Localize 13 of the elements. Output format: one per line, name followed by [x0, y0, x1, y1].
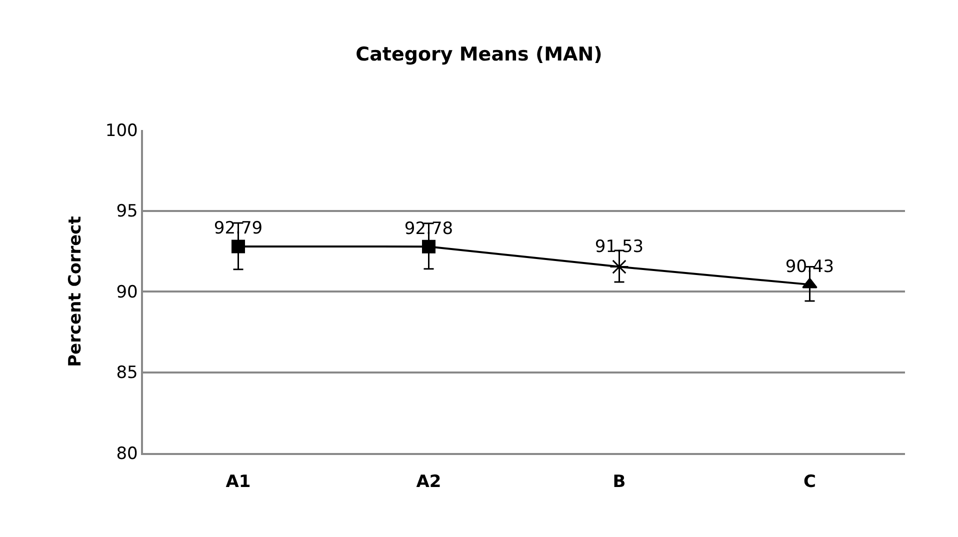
x-tick-label: A1: [226, 472, 251, 492]
x-tick-label: B: [612, 472, 626, 492]
y-tick-label: 85: [116, 363, 138, 384]
x-tick-label: A2: [416, 472, 442, 492]
data-label: 91.53: [594, 237, 644, 258]
data-label: 90.43: [785, 256, 834, 277]
y-axis-title: Percent Correct: [65, 216, 86, 367]
y-tick-label: 95: [116, 202, 138, 222]
y-tick-label: 80: [116, 444, 138, 464]
x-tick-label: C: [804, 472, 816, 492]
y-tick-label: 100: [105, 120, 138, 141]
chart-title: Category Means (MAN): [356, 43, 602, 66]
y-tick-label: 90: [116, 282, 138, 302]
